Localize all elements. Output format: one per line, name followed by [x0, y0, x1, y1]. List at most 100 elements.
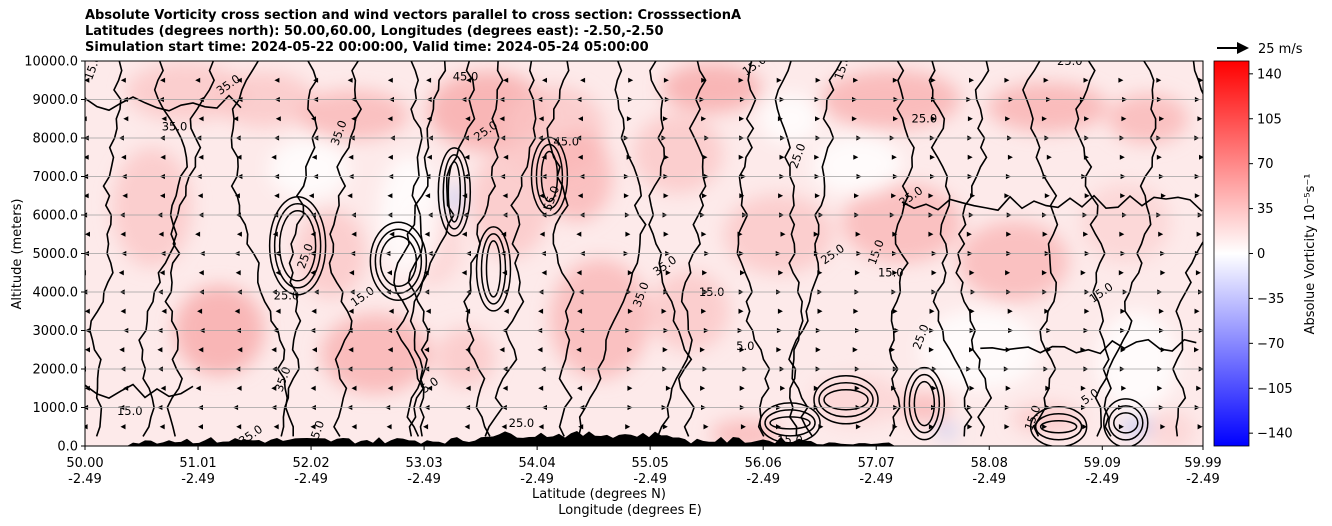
wind-vector	[627, 308, 633, 314]
wind-vector	[1004, 193, 1010, 199]
contour-loop	[475, 226, 512, 312]
wind-vector	[120, 77, 126, 83]
wind-vector	[1160, 270, 1166, 276]
wind-vector	[348, 347, 354, 353]
colorbar-tick-label: −35	[1257, 292, 1284, 307]
wind-vector	[236, 231, 242, 237]
wind-vector	[388, 308, 394, 314]
vorticity-patch	[1080, 182, 1171, 263]
wind-vector	[931, 116, 937, 122]
wind-vector	[627, 270, 633, 276]
vorticity-patch	[320, 313, 431, 394]
wind-vector	[465, 116, 471, 122]
wind-vector	[311, 116, 316, 122]
wind-vector	[351, 231, 357, 237]
wind-vector	[502, 385, 508, 391]
contour-loop	[447, 161, 462, 223]
wind-vector	[541, 270, 547, 276]
wind-vector	[348, 308, 354, 314]
wind-vector	[120, 424, 126, 430]
contour-loop	[273, 203, 322, 289]
colorbar: 140 105 70 35 0 −35 −70 −105 −140 Absolue Vortic…	[1213, 60, 1318, 447]
wind-vector	[776, 77, 782, 83]
wind-vector	[85, 116, 87, 122]
wind-vector	[1158, 231, 1164, 237]
wind-vector	[85, 308, 90, 314]
wind-vector	[1156, 154, 1162, 160]
wind-vector	[931, 270, 937, 276]
wind-vector	[85, 77, 90, 83]
wind-vector	[502, 270, 508, 276]
wind-vector	[815, 347, 821, 353]
wind-vector	[424, 231, 430, 237]
wind-vector	[198, 347, 204, 353]
x-tick-label-lon: -2.49	[407, 472, 441, 487]
wind-vector	[198, 116, 204, 122]
wind-vector	[198, 154, 204, 160]
contour-loop	[278, 210, 317, 282]
wind-vector	[1084, 116, 1090, 122]
wind-vector	[274, 77, 280, 83]
wind-vector	[853, 308, 859, 314]
wind-vector	[740, 270, 745, 276]
wind-vector	[387, 154, 393, 160]
x-tick-label-lat: 52.02	[292, 456, 329, 471]
wind-vector	[85, 424, 88, 430]
wind-vector	[1157, 385, 1163, 391]
contour-loop	[908, 373, 941, 434]
wind-vector	[892, 77, 898, 83]
contour-line	[1022, 61, 1059, 437]
x-tick-label-lon: -2.49	[1186, 472, 1220, 487]
wind-vector	[311, 154, 317, 160]
y-tick-label: 0.0	[57, 440, 78, 455]
contour-line	[774, 61, 814, 437]
vorticity-patch	[298, 89, 409, 140]
wind-vector	[120, 231, 126, 237]
wind-vector	[1041, 116, 1047, 122]
wind-vector	[503, 308, 509, 314]
wind-vector	[931, 385, 937, 391]
wind-vector	[387, 385, 393, 391]
wind-vector	[892, 270, 898, 276]
colorbar-tick-label: 140	[1257, 67, 1282, 82]
wind-vector	[1119, 154, 1125, 160]
y-tick-label: 7000.0	[33, 170, 79, 185]
contour-loop	[813, 375, 879, 425]
wind-vector	[1160, 347, 1166, 353]
wind-vector	[195, 385, 201, 391]
wind-vector	[890, 347, 895, 353]
wind-vector	[576, 347, 582, 353]
wind-vector	[778, 193, 784, 199]
colorbar-tick-label: −140	[1257, 427, 1293, 442]
wind-vector	[628, 77, 634, 83]
wind-vector	[502, 193, 508, 199]
wind-vector	[1194, 347, 1199, 353]
wind-vector	[310, 270, 316, 276]
vorticity-patch	[633, 113, 724, 194]
wind-vector	[1160, 193, 1166, 199]
wind-vector	[426, 77, 432, 83]
x-tick-label-lat: 58.08	[971, 456, 1008, 471]
wind-vector	[578, 116, 583, 122]
wind-vector	[425, 193, 431, 199]
contour-line	[328, 61, 363, 437]
y-tick-label: 6000.0	[33, 209, 79, 224]
wind-vector	[275, 116, 281, 122]
wind-vector	[1198, 77, 1203, 83]
low-vorticity-patch	[760, 93, 821, 144]
wind-vector	[465, 347, 471, 353]
contour-loop	[442, 154, 467, 230]
wind-vector	[275, 308, 281, 314]
wind-vector	[1006, 231, 1012, 237]
vorticity-patch	[812, 374, 903, 425]
wind-vector	[779, 154, 785, 160]
wind-vector	[815, 116, 820, 122]
terrain-silhouette	[85, 431, 1203, 446]
wind-vector	[1044, 308, 1050, 314]
contour-loop	[913, 380, 936, 427]
wind-vector	[1083, 154, 1089, 160]
x-tick-label-lon: -2.49	[294, 472, 328, 487]
wind-vector	[780, 231, 786, 237]
vorticity-patch	[1108, 93, 1189, 144]
contour-loop	[818, 382, 874, 418]
